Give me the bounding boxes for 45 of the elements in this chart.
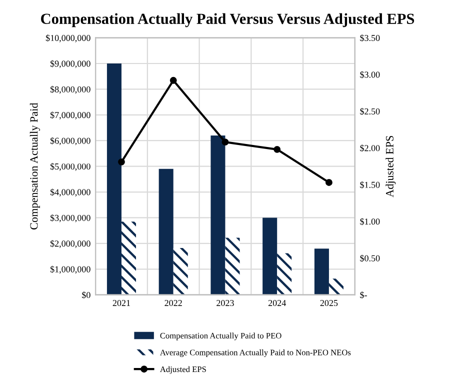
bar — [314, 248, 329, 295]
y-tick-label: $10,000,000 — [46, 34, 90, 42]
bar — [328, 278, 344, 295]
bar — [158, 168, 174, 295]
y-tick-label: $5,000,000 — [50, 162, 90, 171]
point — [170, 76, 177, 84]
chart-title: Compensation Actually Paid Versus Versus Adjusted EPS — [41, 13, 414, 28]
y-tick-label: $2,000,000 — [50, 240, 90, 248]
y-tick-label: $1,000,000 — [50, 266, 90, 274]
y2-axis-title: Adjusted EPS — [386, 136, 396, 198]
y-tick-label: $4,000,000 — [50, 188, 90, 197]
y2-tick-label: $2.00 — [360, 144, 380, 152]
x-tick-label: 2022 — [164, 300, 182, 306]
y-axis-title: Compensation Actually Paid — [30, 102, 40, 230]
bar — [106, 64, 122, 295]
y-tick-label: $7,000,000 — [50, 112, 90, 120]
x-tick-label: 2023 — [216, 300, 234, 306]
y-tick-label: $0 — [82, 291, 90, 299]
x-tick-label: 2021 — [112, 300, 130, 306]
y2-tick-label: $1.50 — [360, 181, 380, 188]
y2-tick-label: $0.50 — [360, 254, 380, 262]
y2-tick-label: $3.00 — [360, 71, 380, 78]
legend-label: Average Compensation Actually Paid to Non-PEO NEOs — [160, 349, 351, 358]
y-tick-label: $8,000,000 — [50, 86, 90, 94]
bar — [262, 218, 278, 295]
x-tick-label: 2024 — [268, 300, 286, 306]
point — [118, 158, 125, 166]
y-tick-label: $9,000,000 — [50, 60, 90, 68]
x-tick-label: 2025 — [320, 300, 338, 306]
y2-tick-label: $- — [360, 291, 367, 299]
y2-tick-label: $3.50 — [360, 34, 380, 42]
y2-tick-label: $1.00 — [360, 218, 380, 226]
bar — [277, 253, 292, 295]
point — [222, 138, 229, 146]
bar — [121, 222, 136, 295]
point — [325, 179, 332, 186]
point — [274, 146, 281, 153]
legend-label: Adjusted EPS — [160, 366, 206, 374]
bar — [210, 135, 226, 295]
bar — [225, 238, 240, 295]
legend-label: Compensation Actually Paid to PEO — [160, 332, 282, 340]
y2-tick-label: $2.50 — [360, 108, 380, 116]
y-tick-label: $3,000,000 — [50, 214, 90, 222]
y-tick-label: $6,000,000 — [50, 137, 90, 146]
bar — [173, 248, 188, 295]
